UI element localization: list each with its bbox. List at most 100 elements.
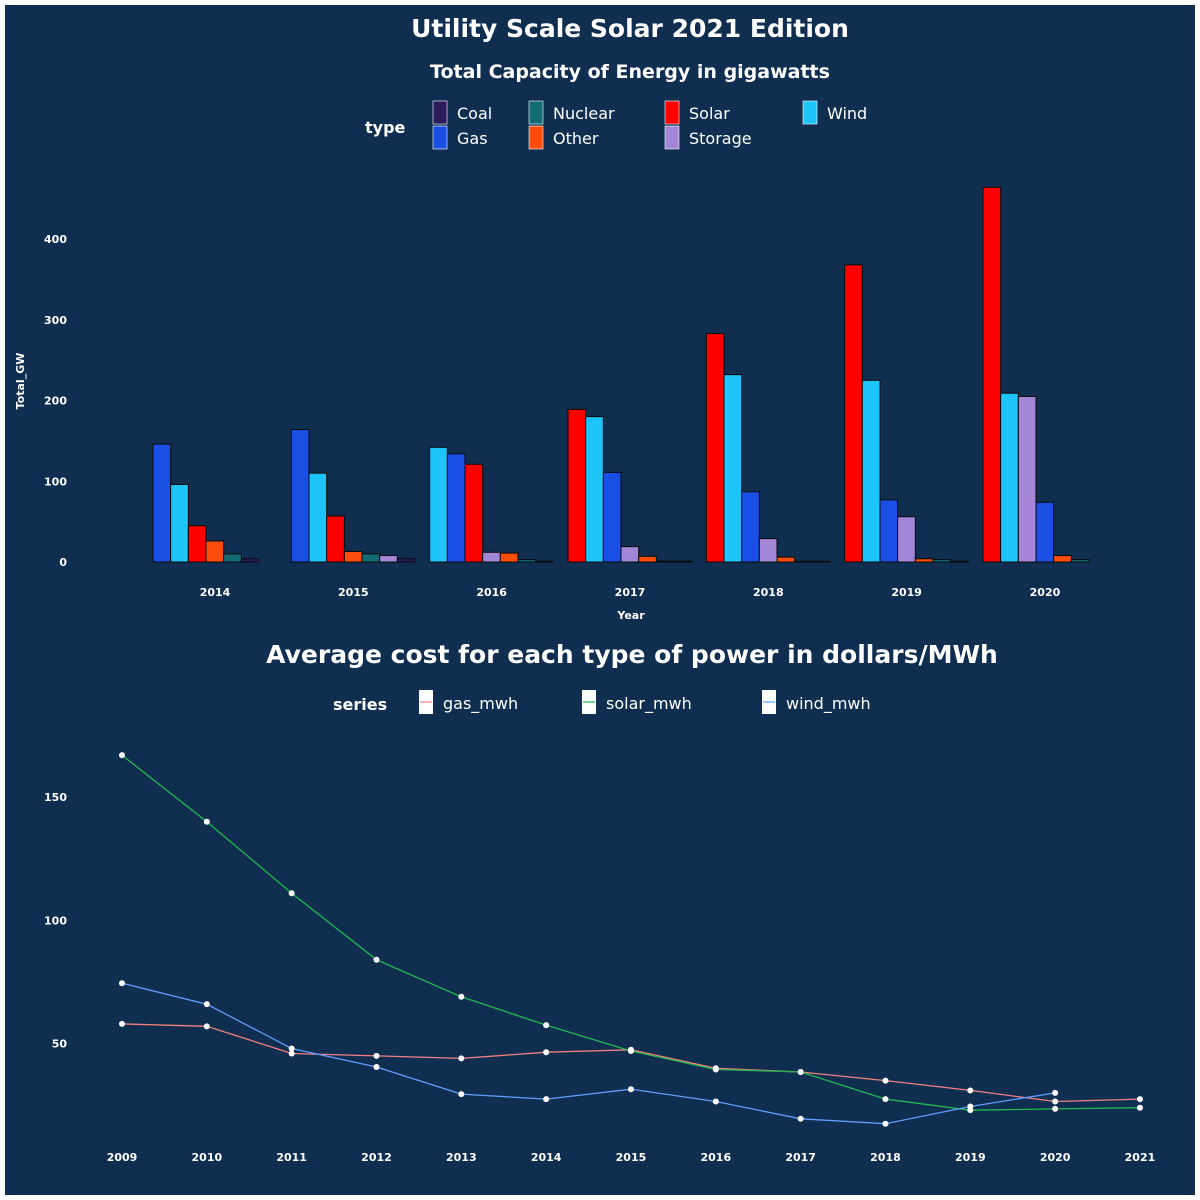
bar-x-tick-2015: 2015	[338, 586, 369, 599]
legend-key-nuclear	[528, 100, 544, 125]
line-legend: gas_mwh solar_mwh wind_mwh	[419, 690, 871, 714]
bar-2020-wind	[1000, 392, 1019, 563]
legend-key-wind	[802, 100, 818, 125]
bar-2019-storage	[897, 516, 916, 563]
bar-2015-nuclear	[361, 553, 381, 563]
point-gas-mwh-2021	[1136, 1096, 1143, 1103]
line-x-tick-2011: 2011	[276, 1151, 307, 1164]
point-wind-mwh-2015	[627, 1086, 634, 1093]
bar-2014-gas	[152, 443, 172, 563]
line-x-tick-2013: 2013	[446, 1151, 477, 1164]
bar-chart-title: Total Capacity of Energy in gigawatts	[430, 61, 830, 83]
point-solar-mwh-2015	[627, 1047, 634, 1054]
line-x-tick-2017: 2017	[785, 1151, 816, 1164]
bar-2020-storage	[1017, 395, 1037, 563]
bar-y-tick-400: 400	[44, 233, 67, 246]
bar-2017-coal	[673, 560, 693, 563]
point-wind-mwh-2010	[203, 1001, 210, 1008]
line-y-axis: 50 100 150	[44, 791, 67, 1051]
legend-key-gas	[432, 125, 448, 150]
bar-2014-solar	[187, 525, 207, 563]
legend-key-coal	[432, 100, 448, 125]
point-solar-mwh-2020	[1052, 1105, 1059, 1112]
point-wind-mwh-2020	[1052, 1089, 1059, 1096]
line-x-tick-2019: 2019	[955, 1151, 986, 1164]
bar-legend: Coal Gas Nuclear Other Solar Storage Wind	[432, 100, 867, 150]
line-y-tick-50: 50	[52, 1038, 68, 1051]
line-x-tick-2015: 2015	[616, 1151, 647, 1164]
bar-2016-coal	[535, 560, 554, 563]
bar-2017-other	[638, 555, 657, 563]
point-gas-mwh-2010	[203, 1023, 210, 1030]
main-title: Utility Scale Solar 2021 Edition	[411, 14, 849, 43]
line-chart-title: Average cost for each type of power in d…	[266, 640, 998, 669]
bar-2019-coal	[950, 560, 969, 563]
bar-y-tick-300: 300	[44, 314, 67, 327]
bar-2020-other	[1053, 555, 1072, 563]
point-gas-mwh-2012	[373, 1052, 380, 1059]
bar-2020-nuclear	[1070, 559, 1090, 563]
bar-y-axis: 0 100 200 300 400	[44, 233, 67, 569]
line-x-tick-2012: 2012	[361, 1151, 392, 1164]
bar-2018-wind	[723, 374, 743, 563]
legend-label-coal: Coal	[457, 104, 492, 123]
bar-2016-other	[499, 552, 519, 563]
bar-legend-title: type	[365, 118, 406, 137]
bar-y-axis-label: Total_GW	[14, 353, 27, 410]
point-solar-mwh-2010	[203, 818, 210, 825]
bar-y-tick-0: 0	[59, 556, 67, 569]
legend-label-solar: Solar	[689, 104, 730, 123]
legend-label-gas: Gas	[457, 129, 488, 148]
bar-2017-nuclear	[655, 560, 675, 563]
point-wind-mwh-2013	[458, 1091, 465, 1098]
point-wind-mwh-2018	[882, 1120, 889, 1127]
point-solar-mwh-2017	[797, 1068, 804, 1075]
bar-x-tick-2020: 2020	[1030, 586, 1061, 599]
bar-2015-wind	[308, 472, 328, 563]
bar-2019-solar	[844, 264, 863, 563]
bar-2019-other	[914, 558, 934, 563]
bar-2016-solar	[464, 463, 484, 563]
point-gas-mwh-2018	[882, 1077, 889, 1084]
bar-2017-storage	[620, 546, 640, 563]
point-solar-mwh-2009	[119, 752, 125, 759]
bar-x-tick-2019: 2019	[891, 586, 922, 599]
bar-2015-solar	[326, 515, 345, 563]
point-wind-mwh-2019	[967, 1103, 974, 1110]
line-x-tick-2014: 2014	[531, 1151, 562, 1164]
chart-canvas: Utility Scale Solar 2021 Edition Total C…	[14, 14, 1155, 1164]
bar-series	[152, 186, 1090, 563]
line-x-tick-2018: 2018	[870, 1151, 901, 1164]
point-gas-mwh-2019	[967, 1087, 974, 1094]
legend-label-gas-mwh: gas_mwh	[443, 694, 518, 714]
bar-2015-gas	[290, 429, 310, 563]
bar-2014-wind	[170, 483, 189, 563]
bar-2018-gas	[741, 491, 760, 563]
point-solar-mwh-2013	[458, 993, 465, 1000]
bar-2014-nuclear	[223, 553, 242, 563]
legend-key-storage	[664, 125, 680, 150]
bar-x-tick-2016: 2016	[476, 586, 507, 599]
bar-2019-gas	[879, 499, 899, 563]
bar-x-tick-2014: 2014	[200, 586, 231, 599]
point-wind-mwh-2014	[543, 1096, 550, 1103]
bar-y-tick-100: 100	[44, 475, 67, 488]
bar-x-tick-2017: 2017	[615, 586, 646, 599]
bar-2018-storage	[758, 538, 778, 563]
legend-label-storage: Storage	[689, 129, 752, 148]
bar-2018-solar	[705, 332, 725, 563]
chart-frame: Utility Scale Solar 2021 Edition Total C…	[5, 5, 1195, 1195]
legend-label-other: Other	[553, 129, 599, 148]
point-solar-mwh-2021	[1136, 1104, 1143, 1111]
point-solar-mwh-2012	[373, 956, 380, 963]
bar-2016-storage	[482, 551, 501, 563]
bar-2014-other	[205, 540, 225, 563]
point-solar-mwh-2014	[543, 1022, 550, 1029]
bar-y-tick-200: 200	[44, 395, 67, 408]
legend-label-nuclear: Nuclear	[553, 104, 615, 123]
bar-2018-nuclear	[794, 560, 813, 563]
legend-key-solar	[664, 100, 680, 125]
bar-2017-wind	[585, 416, 604, 563]
bar-x-axis: 2014 2015 2016 2017 2018 2019 2020	[200, 586, 1061, 599]
bar-2015-other	[343, 551, 363, 563]
